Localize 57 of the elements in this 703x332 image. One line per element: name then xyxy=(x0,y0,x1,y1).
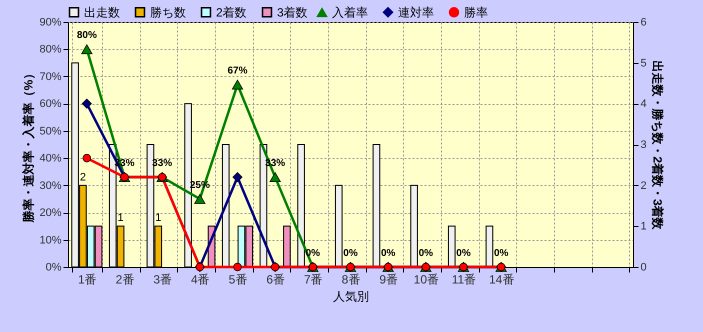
y2-tick-label: 1 xyxy=(640,220,647,233)
x-tick-label: 7番 xyxy=(304,272,323,286)
y-tick-label: 10% xyxy=(39,234,62,246)
x-tick-label: 6番 xyxy=(266,272,286,286)
point xyxy=(270,172,281,182)
point xyxy=(232,172,242,182)
y-tick-label: 40% xyxy=(39,152,62,165)
y-tick-label: 50% xyxy=(39,125,62,138)
x-tick-label: 10番 xyxy=(414,272,440,286)
point xyxy=(82,98,92,109)
x-tick-label: 11番 xyxy=(452,272,476,286)
x-tick-label: 8番 xyxy=(342,272,360,286)
y-tick-label: 90% xyxy=(39,16,62,28)
y2-tick-label: 0 xyxy=(640,262,647,274)
legend-label: 連対率 xyxy=(398,5,434,20)
point xyxy=(194,194,206,204)
x-tick-label: 2番 xyxy=(116,272,134,286)
legend-label: 出走数 xyxy=(84,5,120,20)
x-tick-label: 4番 xyxy=(190,272,210,286)
data-label: 0% xyxy=(494,248,508,259)
y2-tick-label: 4 xyxy=(640,98,647,110)
point xyxy=(232,80,244,90)
y-tick-label: 0% xyxy=(46,262,62,274)
x-axis-title: 人気別 xyxy=(333,290,369,304)
y2-tick-label: 2 xyxy=(640,180,647,192)
x-tick-label: 14番 xyxy=(488,272,514,286)
data-label: 2 xyxy=(80,171,86,184)
y2-tick-label: 6 xyxy=(640,16,647,28)
data-label: 0% xyxy=(418,248,434,259)
x-tick-label: 3番 xyxy=(153,272,172,286)
x-tick-label: 5番 xyxy=(228,272,248,286)
legend-label: 入着率 xyxy=(332,6,368,20)
y2-tick-label: 3 xyxy=(640,139,647,151)
data-label: 1 xyxy=(118,212,124,224)
legend-label: 2着数 xyxy=(216,5,247,20)
point xyxy=(233,262,242,272)
data-label: 1 xyxy=(155,212,162,224)
y-tick-label: 30% xyxy=(39,180,62,192)
data-label: 0% xyxy=(380,248,396,259)
data-label: 0% xyxy=(456,248,471,259)
y-tick-label: 80% xyxy=(39,44,62,56)
legend-label: 勝率 xyxy=(464,5,488,20)
data-label: 80% xyxy=(76,30,97,42)
point xyxy=(82,154,92,162)
y-tick-label: 70% xyxy=(39,70,62,83)
x-tick-label: 9番 xyxy=(379,272,398,286)
y-tick-label: 60% xyxy=(39,98,62,110)
data-label: 67% xyxy=(227,66,248,77)
y2-axis-title: 出走数・勝ち数・2着数・3着数 xyxy=(650,60,665,231)
legend-label: 勝ち数 xyxy=(150,5,186,20)
x-tick-label: 1番 xyxy=(78,272,97,286)
y-axis-title: 勝率・連対率・入着率（%） xyxy=(21,68,36,224)
data-label: 0% xyxy=(343,248,358,259)
y2-tick-label: 5 xyxy=(640,57,647,70)
legend-label: 3着数 xyxy=(277,5,308,20)
y-tick-label: 20% xyxy=(39,207,62,220)
point xyxy=(81,44,92,54)
